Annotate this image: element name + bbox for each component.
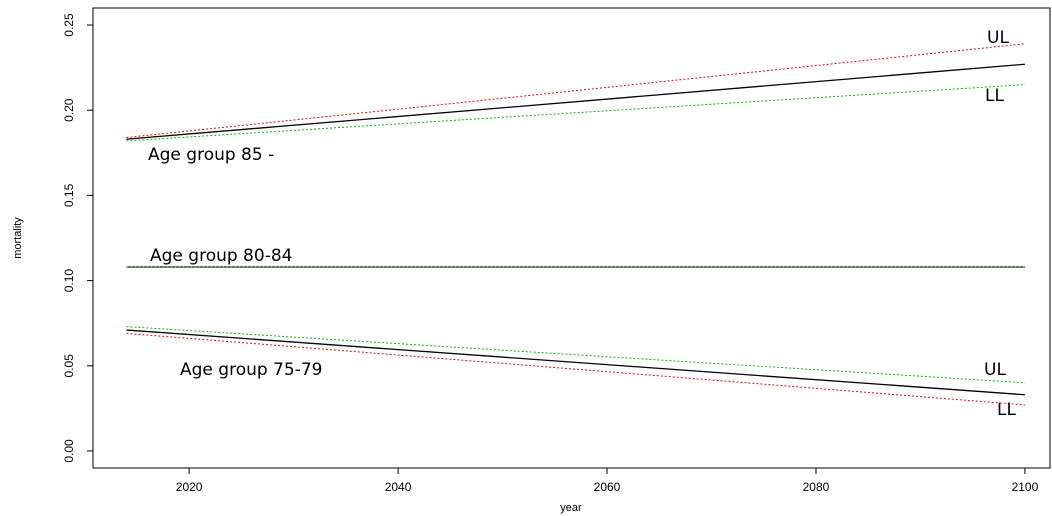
y-tick-label: 0.15 [62,183,76,207]
y-tick-label: 0.20 [62,98,76,122]
annotation: LL [985,86,1004,106]
x-axis-label: year [560,502,582,514]
annotation: UL [987,28,1009,48]
x-tick-label: 2100 [1012,480,1039,494]
series-line [126,329,1025,396]
annotation: Age group 80-84 [150,246,292,266]
x-tick-label: 2080 [803,480,830,494]
x-tick-label: 2020 [176,480,203,494]
annotation: UL [984,360,1006,380]
x-tick-label: 2060 [594,480,621,494]
y-tick-label: 0.05 [62,354,76,378]
y-tick-label: 0.25 [62,13,76,37]
y-tick-label: 0.10 [62,269,76,293]
y-axis-label: mortality [12,217,24,259]
annotation: LL [997,400,1016,420]
annotation: Age group 75-79 [180,360,322,380]
x-tick-label: 2040 [385,480,412,494]
series-line [126,43,1025,138]
annotation: Age group 85 - [148,145,274,165]
plot-frame [92,7,1051,469]
series-line [126,84,1025,142]
y-tick-label: 0.00 [62,439,76,463]
series-line [126,63,1025,140]
